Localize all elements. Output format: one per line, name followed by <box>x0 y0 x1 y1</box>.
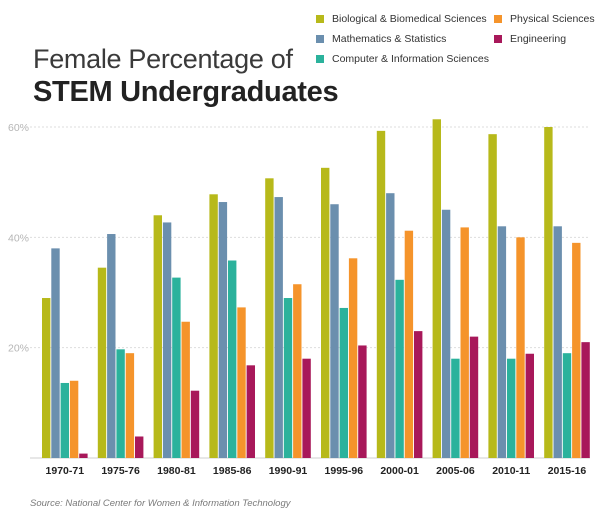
bar-engineering-2000-01 <box>414 331 423 458</box>
bar-computer-2005-06 <box>451 358 460 458</box>
bar-biological-1980-81 <box>153 215 162 458</box>
legend-swatch <box>494 35 502 43</box>
bar-computer-2015-16 <box>562 353 572 458</box>
bar-biological-2015-16 <box>544 127 553 458</box>
bar-computer-1985-86 <box>228 260 237 458</box>
bar-computer-2000-01 <box>395 279 404 458</box>
legend-item-computer: Computer & Information Sciences <box>316 53 489 65</box>
bar-mathematics-1980-81 <box>162 222 172 458</box>
bar-engineering-1990-91 <box>302 358 311 458</box>
bar-biological-1995-96 <box>321 167 330 458</box>
legend-label: Mathematics & Statistics <box>332 33 447 45</box>
bar-mathematics-1975-76 <box>107 234 116 458</box>
legend-swatch <box>494 15 502 23</box>
bar-engineering-2015-16 <box>581 342 590 458</box>
legend-item-physical: Physical Sciences <box>494 13 595 25</box>
bar-computer-1975-76 <box>116 349 125 458</box>
y-tick-label: 20% <box>8 343 29 355</box>
chart-title-line2: STEM Undergraduates <box>33 76 339 108</box>
bar-computer-2010-11 <box>507 358 516 458</box>
bar-engineering-2010-11 <box>525 353 534 458</box>
bars <box>42 119 590 459</box>
bar-computer-1990-91 <box>283 298 293 458</box>
bar-biological-1970-71 <box>42 298 51 458</box>
legend-swatch <box>316 55 324 63</box>
bar-computer-1970-71 <box>60 382 69 458</box>
bar-biological-2000-01 <box>376 130 386 459</box>
bar-biological-1985-86 <box>209 194 218 459</box>
bar-mathematics-1970-71 <box>51 248 60 458</box>
legend-swatch <box>316 35 324 43</box>
legend-item-biological: Biological & Biomedical Sciences <box>316 13 487 25</box>
bar-physical-1975-76 <box>125 353 135 458</box>
bar-physical-2000-01 <box>404 230 414 458</box>
x-tick-label: 1995-96 <box>325 465 364 477</box>
bar-mathematics-1995-96 <box>330 204 339 458</box>
bar-physical-1980-81 <box>181 321 190 458</box>
legend-swatch <box>316 15 324 23</box>
x-tick-label: 2015-16 <box>548 465 587 477</box>
legend-label: Computer & Information Sciences <box>332 53 489 65</box>
y-tick-label: 40% <box>8 232 29 244</box>
bar-engineering-1985-86 <box>246 365 255 458</box>
y-tick-label: 60% <box>8 122 29 134</box>
bar-biological-1990-91 <box>265 178 274 458</box>
x-axis-labels: 1970-71 1975-76 1980-81 1985-86 1990-91 1995-… <box>46 465 587 477</box>
legend-label: Physical Sciences <box>510 13 595 25</box>
bar-engineering-2005-06 <box>469 336 479 458</box>
bar-engineering-1995-96 <box>358 345 367 458</box>
bar-mathematics-2000-01 <box>386 193 395 458</box>
source-note: Source: National Center for Women & Info… <box>30 498 291 509</box>
x-tick-label: 1985-86 <box>213 465 252 477</box>
bar-mathematics-1985-86 <box>218 202 228 458</box>
bar-physical-2015-16 <box>572 242 581 458</box>
bar-biological-2005-06 <box>432 119 441 458</box>
x-tick-label: 1980-81 <box>157 465 196 477</box>
bar-physical-1990-91 <box>293 284 302 458</box>
bar-physical-1985-86 <box>237 307 246 458</box>
x-tick-label: 1970-71 <box>46 465 85 477</box>
x-tick-label: 2010-11 <box>492 465 530 477</box>
bar-mathematics-2015-16 <box>553 226 562 458</box>
bar-engineering-1970-71 <box>79 453 88 458</box>
x-tick-label: 2005-06 <box>436 465 475 477</box>
bar-mathematics-2005-06 <box>441 209 451 458</box>
bar-engineering-1975-76 <box>135 436 144 458</box>
bar-physical-2010-11 <box>516 237 525 458</box>
bar-computer-1995-96 <box>339 307 348 458</box>
legend-label: Engineering <box>510 33 567 45</box>
chart-title-line1: Female Percentage of <box>33 44 293 74</box>
bar-mathematics-1990-91 <box>274 197 283 458</box>
bar-biological-2010-11 <box>488 134 497 459</box>
y-axis-labels: 20% 40% 60% <box>8 122 29 355</box>
legend-label: Biological & Biomedical Sciences <box>332 13 487 25</box>
bar-engineering-1980-81 <box>190 390 200 458</box>
bar-physical-2005-06 <box>460 227 469 458</box>
legend-item-engineering: Engineering <box>494 33 566 45</box>
bar-physical-1970-71 <box>69 380 79 458</box>
bar-biological-1975-76 <box>97 267 107 458</box>
legend-item-mathematics: Mathematics & Statistics <box>316 33 446 45</box>
x-tick-label: 2000-01 <box>380 465 419 477</box>
x-tick-label: 1990-91 <box>269 465 308 477</box>
x-tick-label: 1975-76 <box>101 465 140 477</box>
bar-computer-1980-81 <box>172 277 181 458</box>
bar-physical-1995-96 <box>348 258 358 458</box>
bar-mathematics-2010-11 <box>497 226 507 458</box>
